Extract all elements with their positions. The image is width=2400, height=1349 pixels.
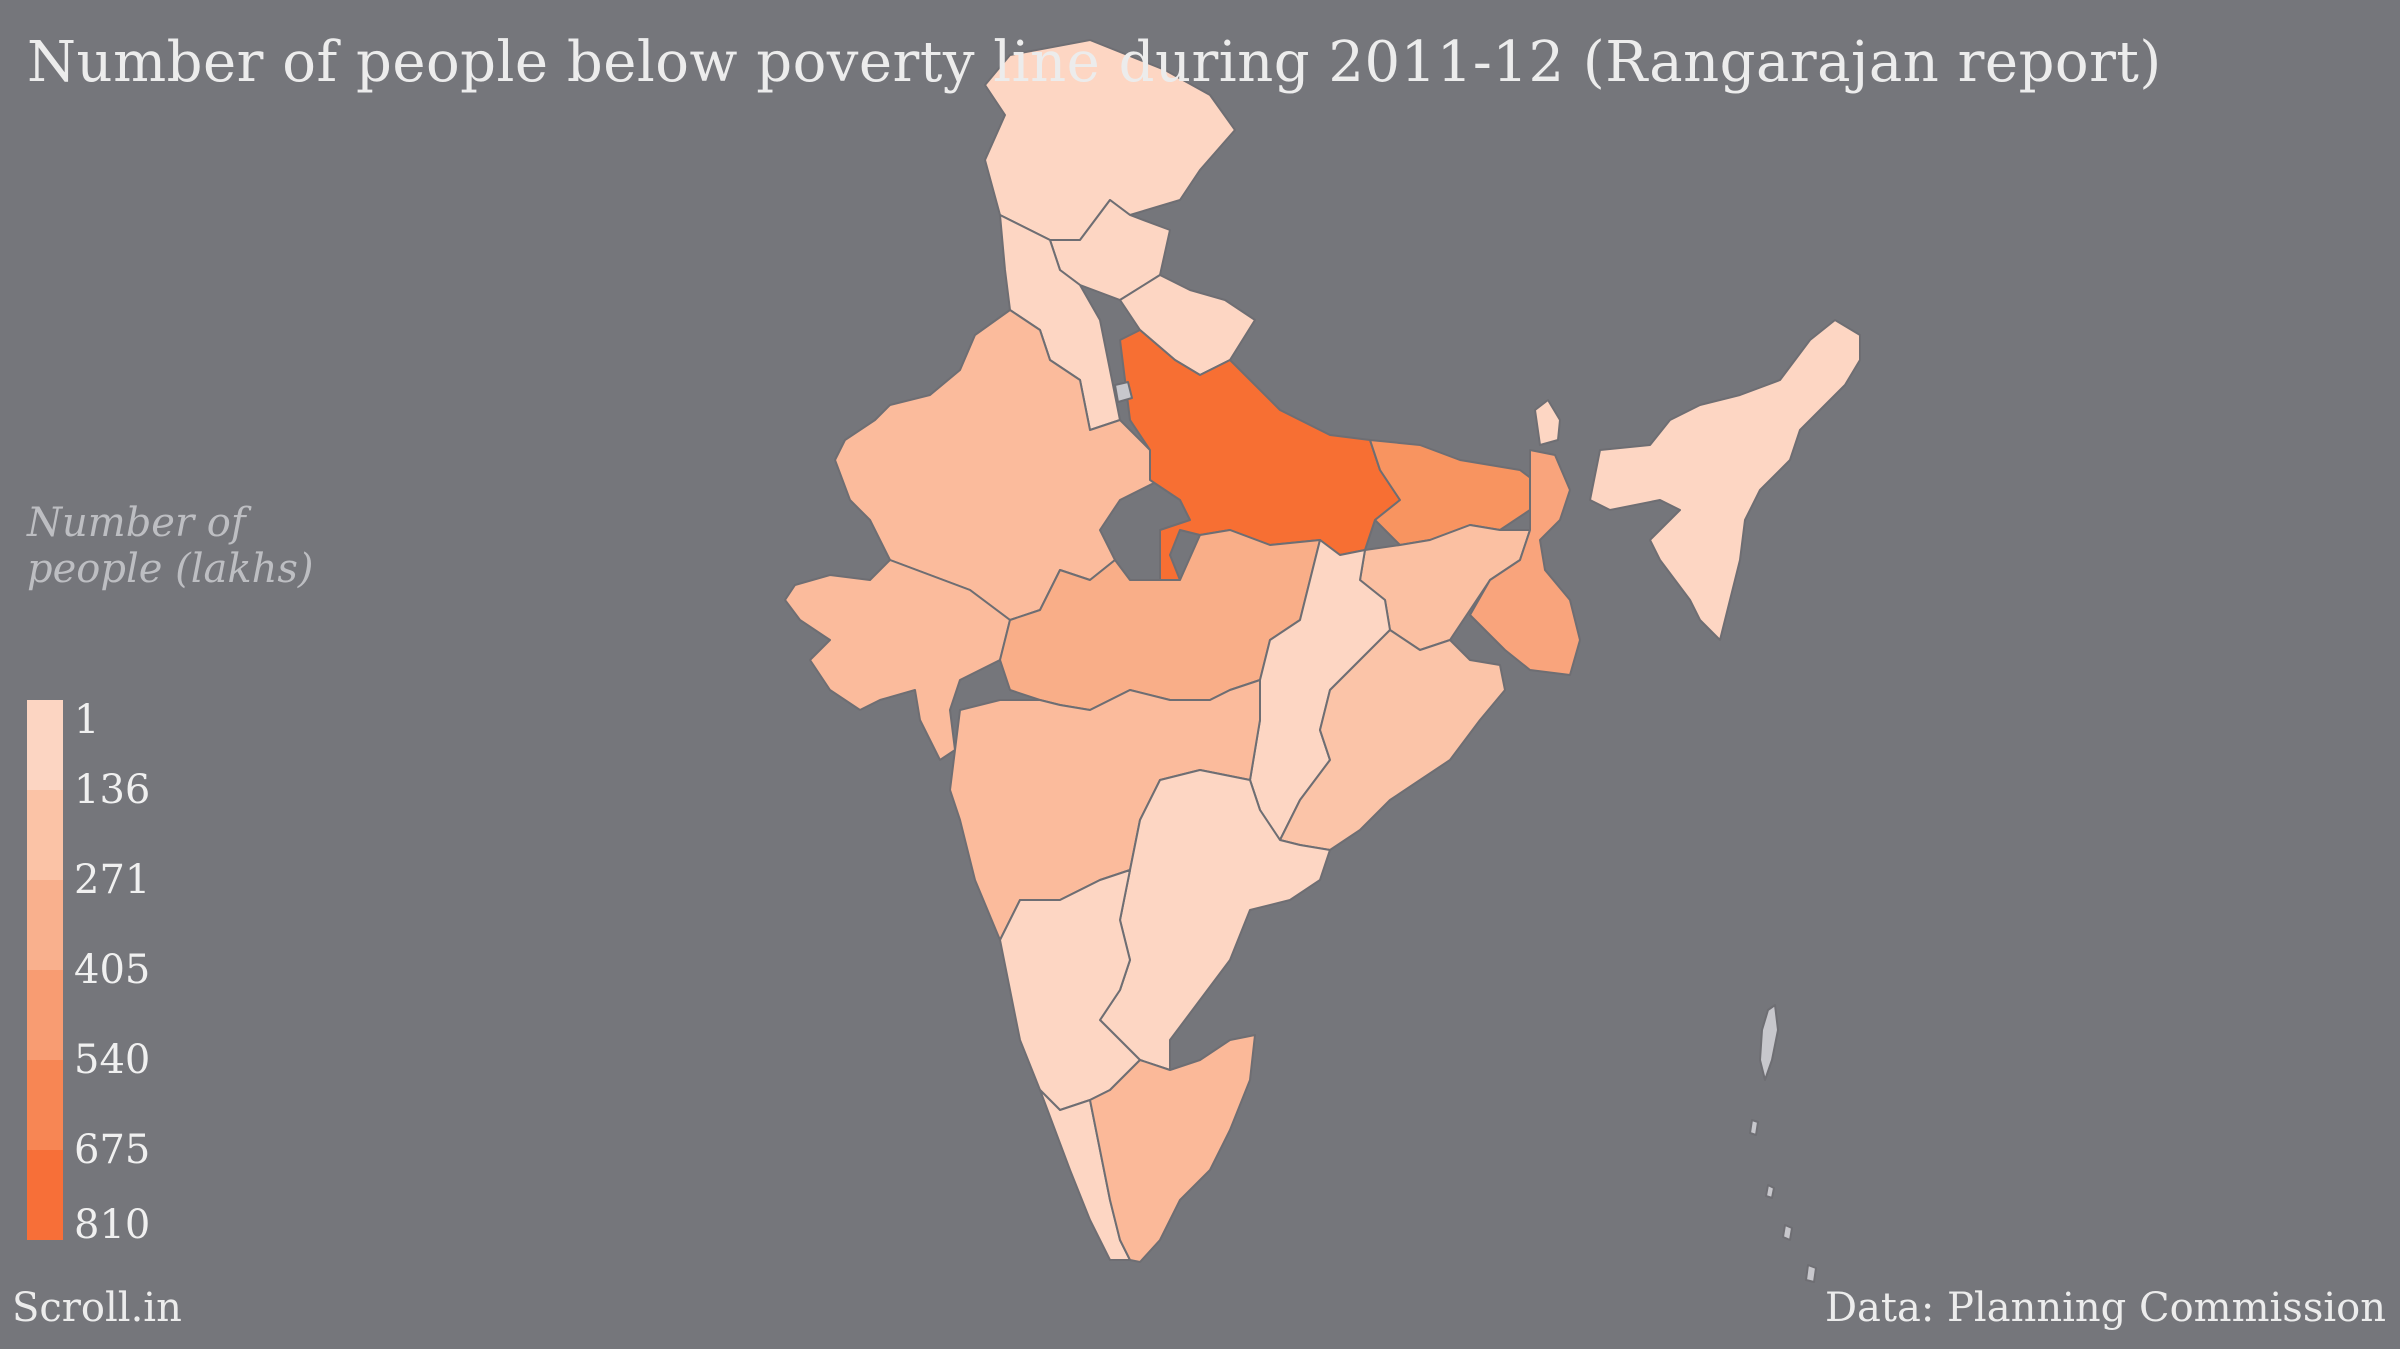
region-karnataka xyxy=(999,869,1141,1111)
legend-swatch xyxy=(27,1060,63,1150)
data-source: Data: Planning Commission xyxy=(1824,1285,2386,1331)
legend-swatch xyxy=(27,1150,63,1240)
map-title: Number of people below poverty line duri… xyxy=(27,30,2162,95)
legend-tick-label: 810 xyxy=(74,1202,151,1248)
region-north-east xyxy=(1589,319,1861,641)
legend-title-line2: people (lakhs) xyxy=(27,546,314,592)
legend-swatch xyxy=(27,700,63,790)
legend-tick-label: 675 xyxy=(74,1127,151,1173)
brand-credit: Scroll.in xyxy=(12,1285,182,1331)
region-andaman-nicobar xyxy=(1749,1004,1817,1283)
legend-tick-label: 271 xyxy=(74,857,151,903)
legend-title: Number of people (lakhs) xyxy=(27,500,314,592)
legend-tick-label: 540 xyxy=(74,1037,151,1083)
legend-swatch xyxy=(27,790,63,880)
region-delhi xyxy=(1114,381,1133,403)
region-gujarat xyxy=(784,559,1011,761)
legend-title-line1: Number of xyxy=(27,500,246,546)
legend-color-bar xyxy=(27,700,63,1240)
legend-tick-label: 1 xyxy=(74,697,100,743)
legend-tick-label: 405 xyxy=(74,947,151,993)
legend-swatch xyxy=(27,970,63,1060)
region-odisha xyxy=(1279,629,1506,851)
legend-swatch xyxy=(27,880,63,970)
region-west-bengal xyxy=(1469,449,1581,676)
region-tamil-nadu xyxy=(1089,1034,1256,1263)
region-sikkim xyxy=(1534,399,1561,446)
legend-tick-label: 136 xyxy=(74,767,151,813)
